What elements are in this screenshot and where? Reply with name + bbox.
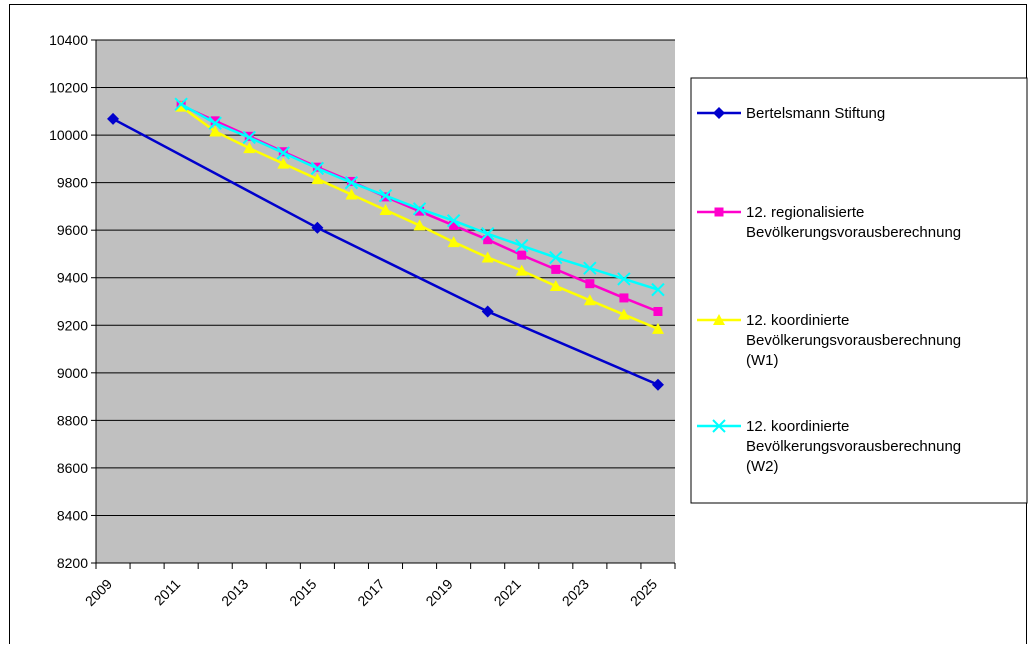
legend-label: Bevölkerungsvorausberechnung: [746, 224, 961, 241]
legend: Bertelsmann Stiftung 12. regionalisierte B…: [691, 78, 1027, 503]
x-axis-ticks: 2009 2011 2013 2015 2017 2019 2021 2023 2025: [82, 576, 660, 609]
x-tick-label: 2009: [82, 576, 115, 609]
y-tick-label: 8800: [57, 412, 88, 428]
legend-label: 12. koordinierte: [746, 418, 849, 435]
data-point-square: [517, 251, 526, 260]
y-axis-ticks: 8200 8400 8600 8800 9000 9200 9400 9600 9800 1000…: [49, 32, 96, 571]
y-tick-label: 10200: [49, 80, 88, 96]
x-tick-label: 2013: [218, 576, 251, 609]
x-tick-label: 2021: [491, 576, 524, 609]
y-tick-label: 9000: [57, 365, 88, 381]
legend-label: (W2): [746, 458, 779, 475]
x-tick-label: 2023: [559, 576, 592, 609]
y-tick-label: 9600: [57, 222, 88, 238]
data-point-square: [619, 293, 628, 302]
data-point-square: [551, 265, 560, 274]
y-tick-label: 10000: [49, 127, 88, 143]
data-point-square: [715, 208, 724, 217]
y-tick-label: 10400: [49, 32, 88, 48]
x-tick-label: 2025: [627, 576, 660, 609]
x-tick-label: 2019: [422, 576, 455, 609]
legend-label: Bertelsmann Stiftung: [746, 105, 885, 122]
x-tick-label: 2011: [151, 576, 184, 609]
data-point-square: [653, 307, 662, 316]
legend-label: (W1): [746, 352, 779, 369]
y-tick-label: 8200: [57, 555, 88, 571]
x-tick-label: 2015: [286, 576, 319, 609]
y-tick-label: 9800: [57, 175, 88, 191]
legend-label: 12. koordinierte: [746, 312, 849, 329]
y-tick-label: 8400: [57, 507, 88, 523]
data-point-square: [585, 279, 594, 288]
x-tick-label: 2017: [354, 576, 387, 609]
legend-label: Bevölkerungsvorausberechnung: [746, 438, 961, 455]
legend-label: Bevölkerungsvorausberechnung: [746, 332, 961, 349]
y-tick-label: 9400: [57, 270, 88, 286]
y-tick-label: 9200: [57, 317, 88, 333]
legend-label: 12. regionalisierte: [746, 204, 864, 221]
y-tick-label: 8600: [57, 460, 88, 476]
